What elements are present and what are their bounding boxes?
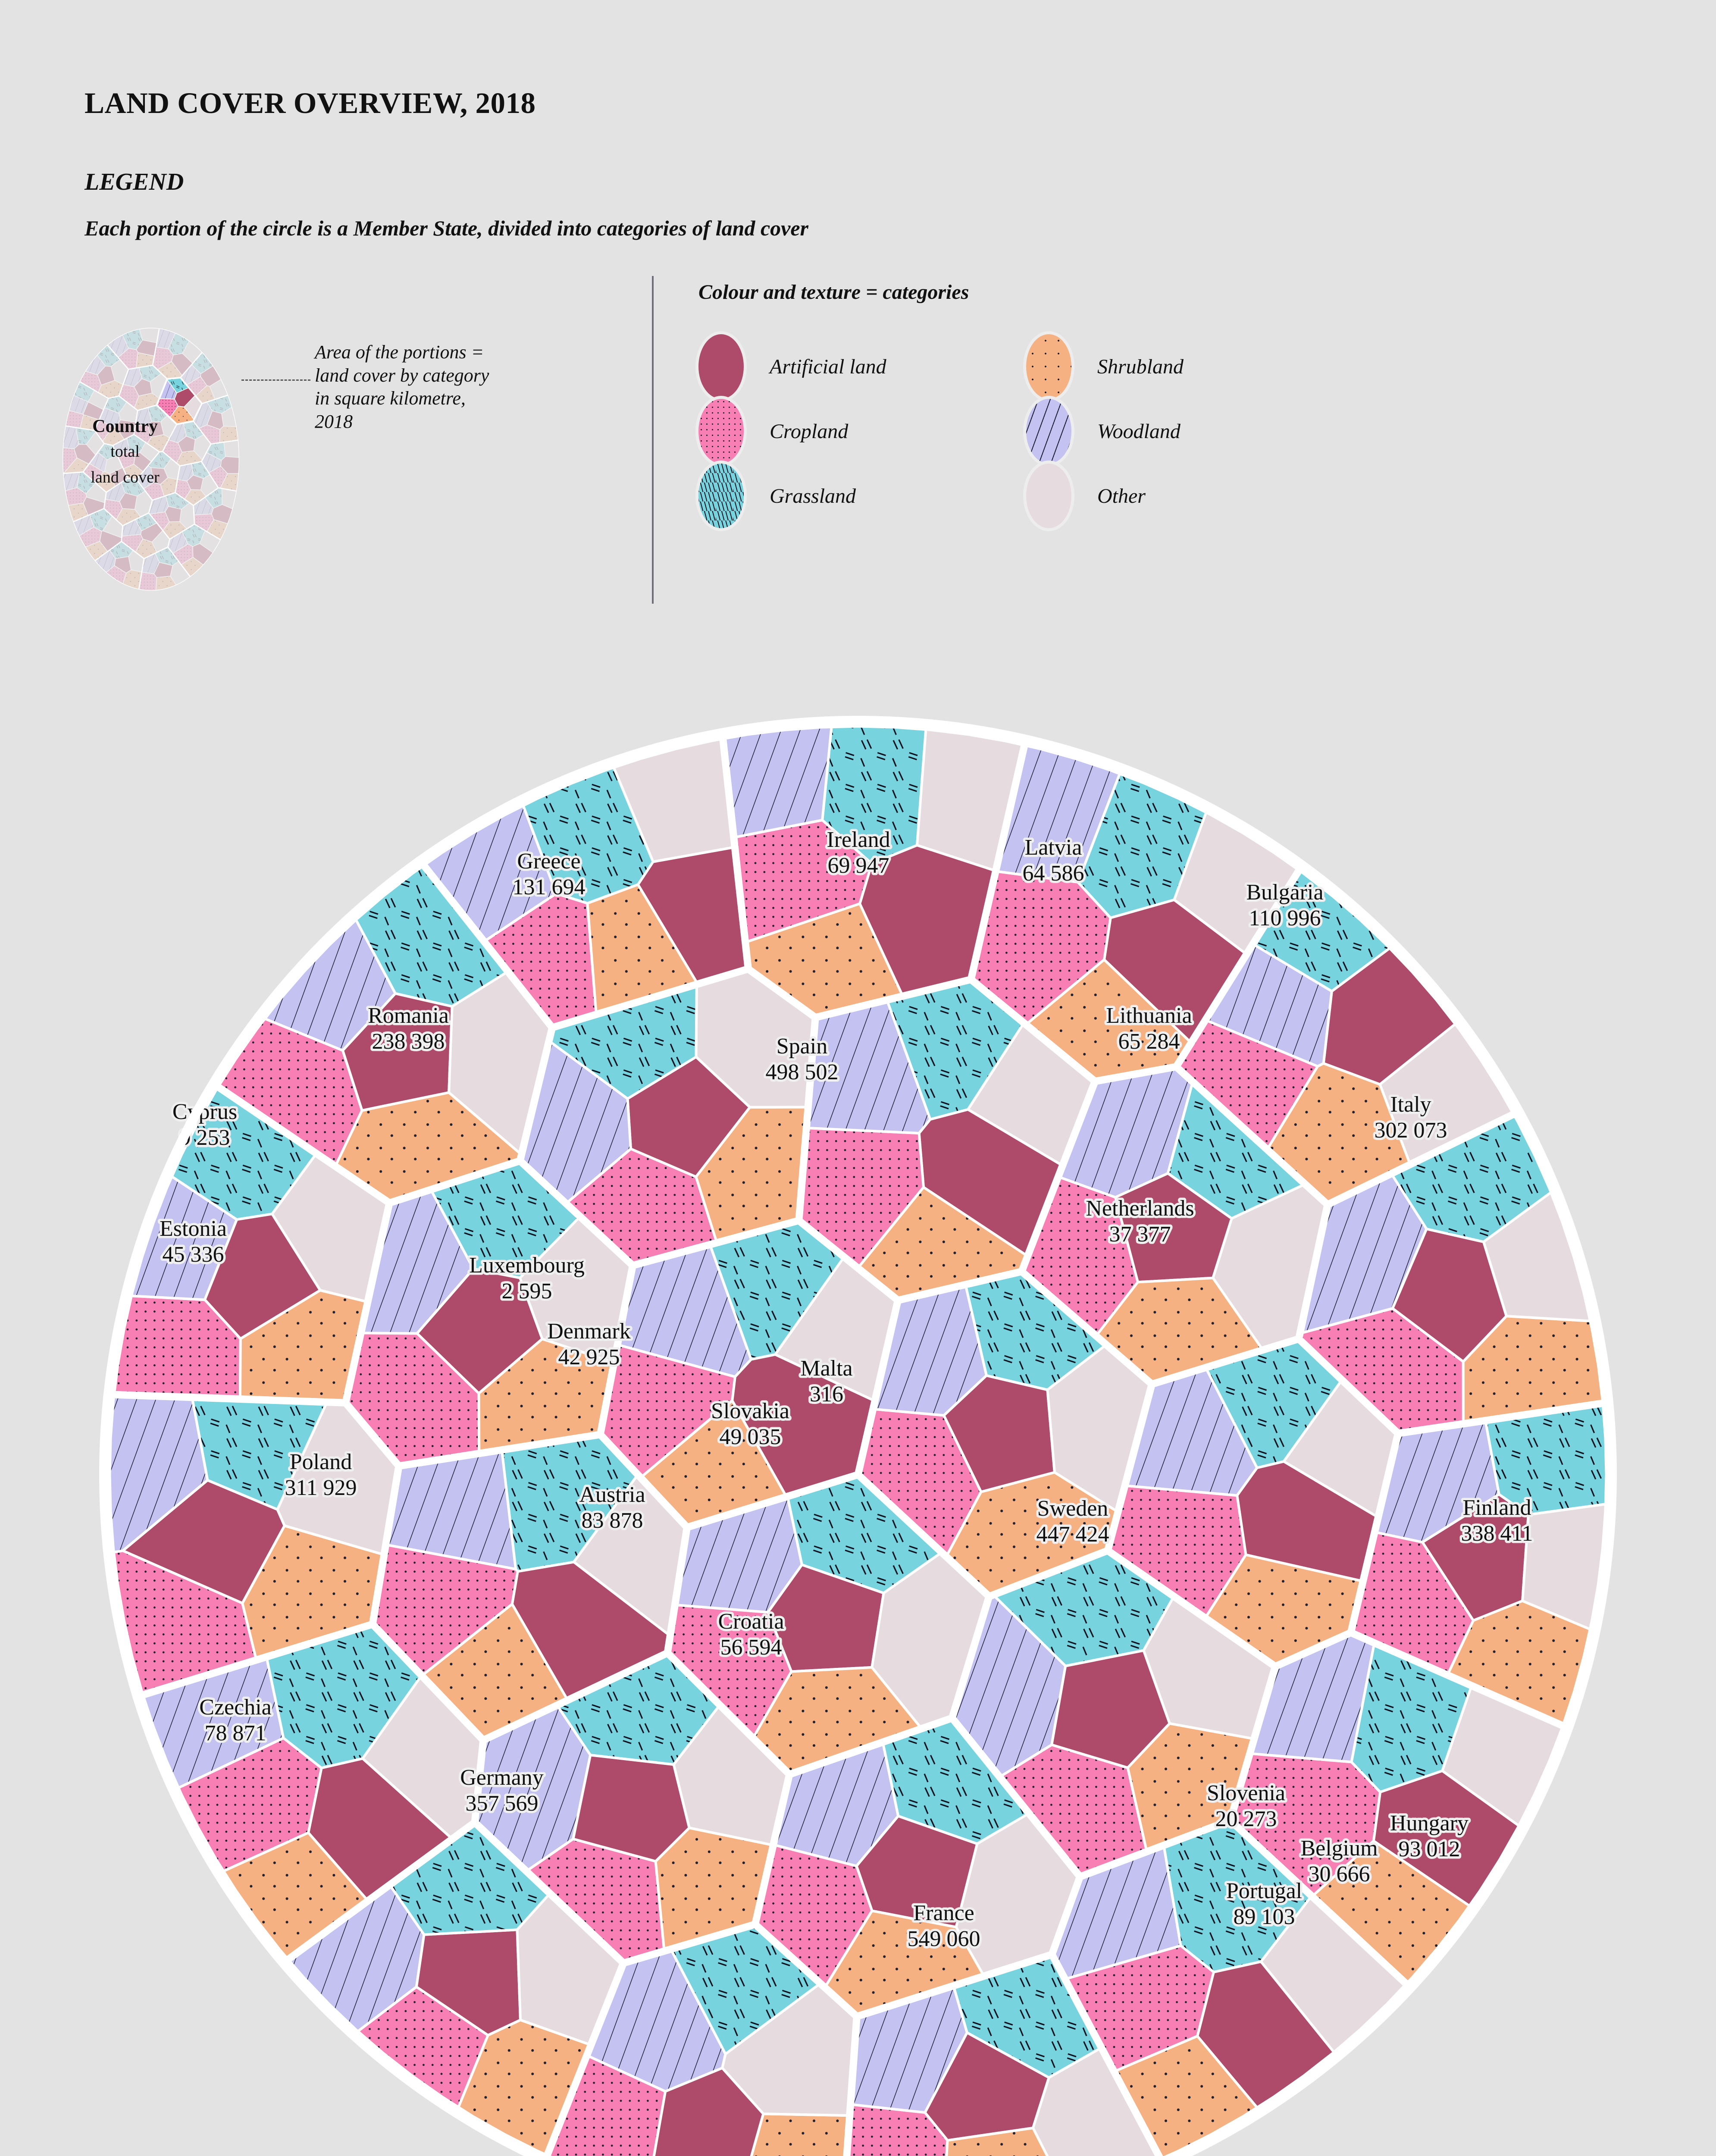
- land-cover-segment: [721, 723, 833, 839]
- svg-text:Poland: Poland: [290, 1450, 352, 1474]
- svg-text:Malta: Malta: [800, 1356, 852, 1381]
- legend-item-cropland[interactable]: Cropland: [698, 399, 848, 464]
- legend-item-shrubland[interactable]: Shrubland: [1026, 334, 1184, 399]
- svg-text:Netherlands: Netherlands: [1086, 1196, 1194, 1221]
- svg-text:56 594: 56 594: [720, 1635, 782, 1660]
- category-legend-title: Colour and texture = categories: [698, 281, 969, 304]
- svg-text:78 871: 78 871: [205, 1721, 266, 1745]
- legend-item-woodland[interactable]: Woodland: [1026, 399, 1181, 464]
- mini-circle-legend: [60, 326, 241, 593]
- svg-text:Belgium: Belgium: [1300, 1836, 1378, 1861]
- svg-text:Greece: Greece: [517, 849, 580, 874]
- land-cover-segment: [1031, 2046, 1161, 2156]
- country-outline[interactable]: [842, 1951, 1163, 2156]
- svg-text:316: 316: [810, 1382, 843, 1407]
- svg-text:Czechia: Czechia: [199, 1695, 271, 1720]
- svg-text:131 694: 131 694: [513, 875, 586, 899]
- page-title: LAND COVER OVERVIEW, 2018: [85, 87, 536, 119]
- legend-swatch-solid: [698, 334, 744, 399]
- legend-label: Woodland: [1097, 420, 1181, 443]
- svg-text:Austria: Austria: [579, 1482, 645, 1507]
- svg-text:357 569: 357 569: [466, 1791, 539, 1816]
- svg-text:110 996: 110 996: [1249, 906, 1321, 931]
- svg-text:Finland: Finland: [1463, 1495, 1531, 1520]
- svg-text:Sweden: Sweden: [1037, 1496, 1109, 1521]
- svg-text:Ireland: Ireland: [827, 827, 890, 852]
- legend-label: Grassland: [770, 484, 856, 508]
- legend-swatch-sparse: [1026, 334, 1071, 399]
- svg-text:Italy: Italy: [1390, 1092, 1431, 1117]
- svg-text:238 398: 238 398: [372, 1029, 445, 1054]
- svg-text:Hungary: Hungary: [1390, 1811, 1469, 1836]
- svg-text:Estonia: Estonia: [160, 1216, 227, 1241]
- svg-text:89 103: 89 103: [1234, 1905, 1295, 1929]
- svg-text:Croatia: Croatia: [718, 1609, 784, 1634]
- legend-swatch-ticks: [698, 464, 744, 528]
- svg-text:Germany: Germany: [460, 1765, 543, 1790]
- svg-text:Slovenia: Slovenia: [1207, 1781, 1285, 1805]
- svg-text:549 060: 549 060: [908, 1927, 980, 1951]
- svg-text:Luxembourg: Luxembourg: [469, 1253, 585, 1278]
- legend-item-grassland[interactable]: Grassland: [698, 464, 856, 528]
- svg-text:37 377: 37 377: [1109, 1222, 1171, 1247]
- svg-text:311 929: 311 929: [285, 1476, 357, 1500]
- legend-heading: LEGEND: [85, 169, 184, 195]
- mini-legend-total-line1: total: [110, 442, 140, 461]
- svg-text:42 925: 42 925: [558, 1345, 620, 1369]
- svg-text:20 273: 20 273: [1215, 1807, 1277, 1831]
- svg-text:45 336: 45 336: [163, 1242, 224, 1267]
- svg-text:69 947: 69 947: [828, 853, 889, 878]
- legend-label: Artificial land: [770, 355, 886, 378]
- legend-label: Cropland: [770, 420, 849, 443]
- mini-legend-total-line2: land cover: [91, 468, 160, 486]
- svg-text:2 595: 2 595: [502, 1279, 552, 1304]
- svg-text:49 035: 49 035: [720, 1425, 781, 1449]
- svg-text:65 284: 65 284: [1118, 1029, 1180, 1054]
- svg-text:302 073: 302 073: [1375, 1118, 1447, 1143]
- legend-swatch-solid: [1026, 464, 1071, 528]
- legend-item-other[interactable]: Other: [1026, 464, 1146, 528]
- svg-text:338 411: 338 411: [1461, 1521, 1533, 1546]
- svg-text:447 424: 447 424: [1036, 1522, 1109, 1547]
- leader-line: [241, 379, 310, 382]
- mini-segment: [114, 556, 132, 573]
- legend-item-artificial-land[interactable]: Artificial land: [698, 334, 886, 399]
- mini-voronoi-illustration: [63, 328, 239, 591]
- legend-label: Shrubland: [1097, 355, 1184, 378]
- legend-swatch-dots: [698, 399, 744, 464]
- svg-text:64 586: 64 586: [1023, 861, 1084, 886]
- svg-text:30 666: 30 666: [1309, 1862, 1370, 1887]
- land-cover-segment: [945, 2127, 1049, 2156]
- svg-text:Latvia: Latvia: [1025, 835, 1082, 860]
- svg-text:Spain: Spain: [777, 1034, 827, 1059]
- svg-text:83 878: 83 878: [582, 1508, 643, 1533]
- legend-swatch-hatch: [1026, 399, 1071, 464]
- svg-text:Bulgaria: Bulgaria: [1246, 880, 1323, 905]
- area-explanation-note: Area of the portions = land cover by cat…: [315, 342, 489, 432]
- svg-text:Portugal: Portugal: [1226, 1879, 1302, 1903]
- svg-text:498 502: 498 502: [766, 1060, 839, 1084]
- svg-text:Slovakia: Slovakia: [711, 1399, 789, 1423]
- legend-subtitle: Each portion of the circle is a Member S…: [85, 216, 809, 240]
- svg-text:France: France: [913, 1901, 974, 1925]
- legend-label: Other: [1097, 484, 1146, 508]
- svg-text:Romania: Romania: [368, 1003, 449, 1028]
- svg-text:93 012: 93 012: [1399, 1837, 1460, 1861]
- land-cover-segment: [845, 2103, 949, 2156]
- mini-legend-country-label: Country: [92, 417, 158, 436]
- svg-text:Lithuania: Lithuania: [1106, 1003, 1192, 1028]
- svg-text:Denmark: Denmark: [547, 1319, 630, 1344]
- mini-segment: [223, 439, 239, 458]
- legend-divider: [652, 276, 654, 604]
